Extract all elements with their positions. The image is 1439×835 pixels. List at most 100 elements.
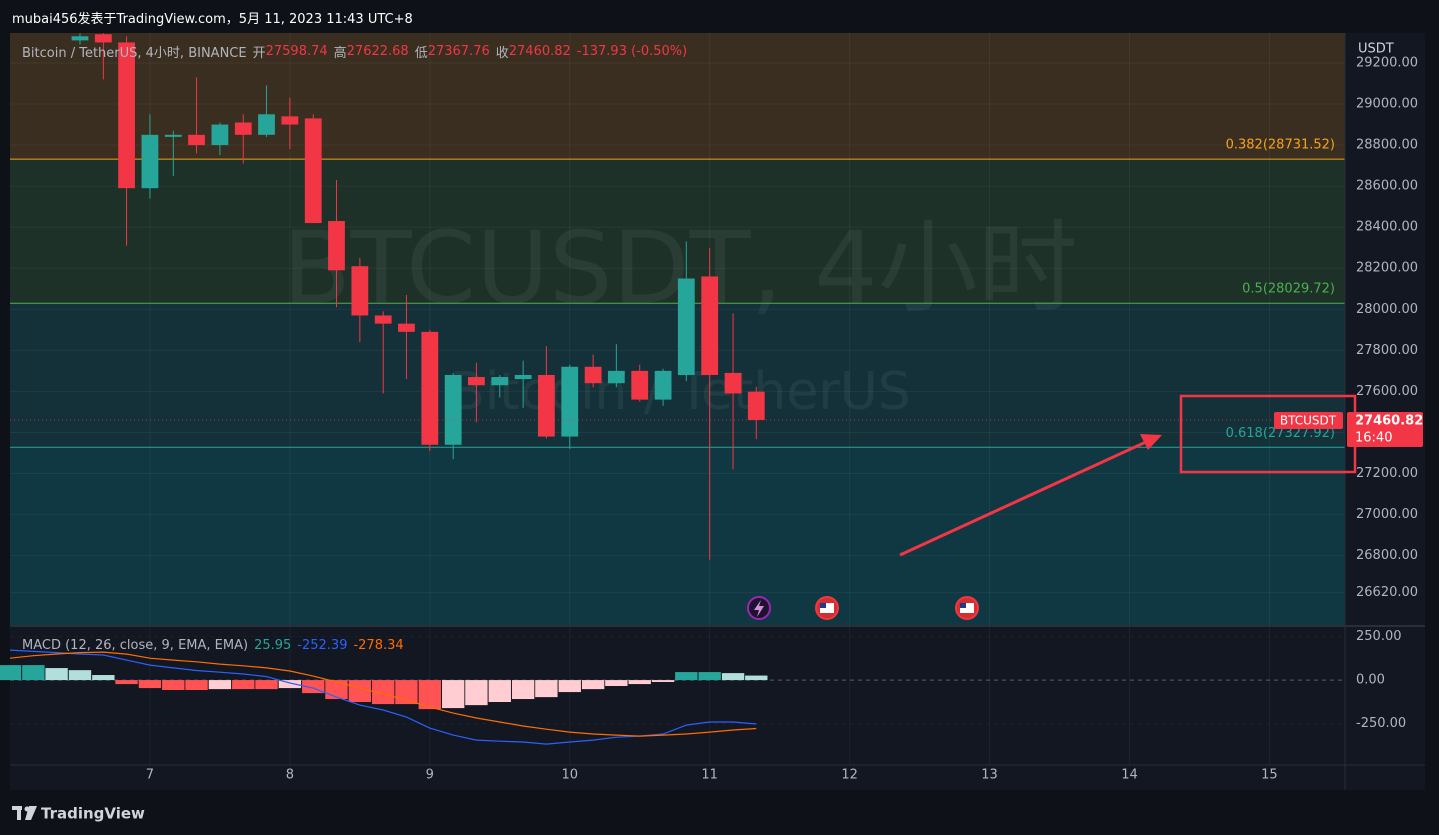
- y-tick-label: 28000.00: [1356, 302, 1418, 317]
- histogram-bar: [418, 680, 442, 710]
- ohlc-label: 高: [333, 45, 347, 61]
- histogram-bar: [558, 680, 581, 693]
- histogram-bar: [45, 668, 68, 681]
- histogram-bar: [185, 680, 208, 690]
- candle-body: [607, 370, 625, 384]
- candle-body: [537, 374, 555, 437]
- x-tick-label: 11: [701, 768, 718, 783]
- histogram-bar: [511, 680, 535, 700]
- candle-body: [747, 391, 765, 420]
- countdown-label: 16:40: [1355, 430, 1392, 445]
- candle-body: [234, 122, 252, 135]
- x-tick-label: 9: [426, 768, 434, 783]
- histogram-bar: [372, 680, 395, 705]
- histogram-bar: [348, 680, 372, 703]
- histogram-value: 25.95: [254, 637, 292, 653]
- macd-value: -252.39: [297, 637, 348, 653]
- flag-glyph: [960, 603, 974, 613]
- histogram-bar: [675, 672, 698, 681]
- ohlc-value: 27622.68: [346, 43, 409, 59]
- histogram-bar: [605, 680, 628, 686]
- candle-body: [677, 278, 695, 375]
- candle-body: [398, 323, 415, 332]
- histogram-bar: [162, 680, 185, 690]
- x-tick-label: 8: [286, 768, 294, 783]
- x-tick-label: 13: [981, 768, 998, 783]
- candle-body: [258, 114, 275, 135]
- histogram-bar: [255, 680, 278, 690]
- legend-header: Bitcoin / TetherUS, 4小时, BINANCE 开 27598.…: [22, 42, 688, 61]
- y-tick-label: 0.00: [1356, 673, 1385, 688]
- highlight-box: [1179, 394, 1357, 474]
- histogram-bar: [68, 670, 92, 681]
- histogram-bar: [628, 680, 651, 685]
- ohlc-label: 开: [252, 45, 266, 61]
- ohlc-value: 27460.82: [508, 43, 571, 59]
- histogram-bar: [325, 680, 348, 700]
- candle-body: [468, 377, 485, 386]
- footer: TradingView: [12, 805, 145, 823]
- event-icon-glyph: [754, 600, 764, 617]
- grid: [10, 33, 1345, 765]
- publish-info: mubai456发表于TradingView.com，5月 11, 2023 1…: [12, 11, 413, 27]
- histogram-bar: [535, 680, 558, 698]
- fib-zone: [10, 447, 1345, 625]
- ohlc-label: 收: [495, 45, 509, 61]
- change: -137.93 (-0.50%): [576, 43, 688, 59]
- brand: TradingView: [41, 805, 145, 823]
- candle-body: [281, 116, 299, 125]
- flag-glyph: [820, 603, 826, 608]
- macd-header: MACD (12, 26, close, 9, EMA, EMA) 25.95 …: [22, 636, 404, 654]
- indicator-line: [9, 651, 757, 737]
- histogram-bar: [278, 680, 302, 689]
- histogram-bar: [698, 672, 721, 681]
- histogram-bar: [441, 680, 465, 709]
- plot: 0.382(28731.52) 0.5(28029.72) 0.618(27327.…: [0, 33, 1345, 745]
- logo-glyph: [25, 806, 37, 820]
- histogram-bar: [92, 675, 115, 681]
- y-tick-label: 26800.00: [1356, 548, 1418, 563]
- candle-body: [491, 377, 509, 386]
- histogram-bar: [581, 680, 605, 690]
- candle-body: [631, 370, 649, 400]
- symbol-label-box: [1274, 411, 1343, 429]
- candle-body: [118, 42, 135, 189]
- x-tick-label: 10: [561, 768, 578, 783]
- candle-body: [188, 134, 205, 146]
- fib-zone: [10, 159, 1345, 304]
- annotation: [899, 394, 1357, 557]
- candle-body: [724, 372, 742, 394]
- event-icons: [747, 596, 979, 620]
- symbol-label: BTCUSDT: [1280, 413, 1337, 427]
- x-tick-label: 14: [1121, 768, 1138, 783]
- y-tick-label: 29000.00: [1356, 97, 1418, 112]
- arrow-line: [899, 439, 1149, 557]
- histogram-bar: [208, 680, 232, 690]
- candle-body: [211, 124, 229, 146]
- y-tick-label: 250.00: [1356, 629, 1402, 644]
- fib-label: 0.5(28029.72): [1242, 282, 1335, 297]
- x-tick-label: 7: [146, 768, 154, 783]
- x-tick-label: 12: [841, 768, 858, 783]
- candle-body: [141, 134, 159, 189]
- candle-body: [351, 266, 369, 316]
- y-tick-label: 28800.00: [1356, 138, 1418, 153]
- indicator-line: [9, 649, 757, 745]
- signal-value: -278.34: [353, 637, 404, 653]
- fib-zone: [10, 33, 1345, 160]
- candle-body: [71, 36, 89, 41]
- fib-label: 0.382(28731.52): [1226, 138, 1335, 153]
- candle-body: [654, 370, 672, 400]
- candle-body: [94, 34, 112, 43]
- y-tick-label: 28200.00: [1356, 261, 1418, 276]
- arrow-head: [1140, 434, 1162, 450]
- candle-body: [328, 221, 345, 271]
- ohlc-value: 27598.74: [265, 43, 328, 59]
- flag-glyph: [820, 603, 834, 613]
- y-tick-label: 27000.00: [1356, 507, 1418, 522]
- candle-body: [514, 374, 532, 380]
- histogram-bar: [232, 680, 255, 690]
- candle-body: [444, 374, 462, 445]
